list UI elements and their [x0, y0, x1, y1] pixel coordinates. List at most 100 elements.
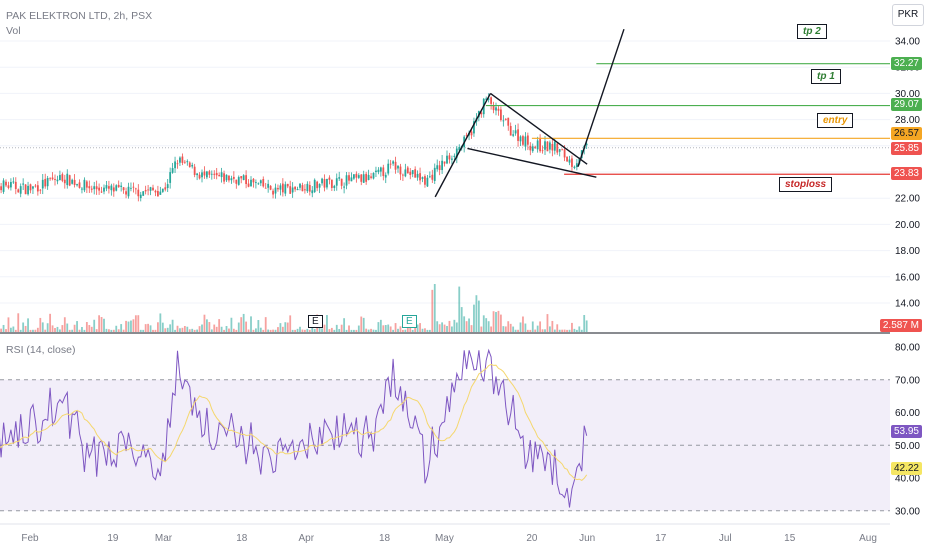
- earnings-marker[interactable]: E: [402, 315, 417, 328]
- candle-body: [36, 185, 39, 192]
- volume-bar: [556, 324, 559, 332]
- volume-bar: [433, 284, 436, 332]
- candle-body: [421, 177, 424, 179]
- volume-bar: [553, 329, 556, 332]
- time-tick-label: Feb: [21, 533, 39, 544]
- volume-bar: [284, 322, 287, 332]
- volume-bar: [44, 329, 47, 332]
- volume-bar: [63, 317, 66, 332]
- volume-bar: [519, 322, 522, 332]
- candle-body: [323, 179, 326, 188]
- candle-body: [549, 142, 551, 150]
- price-tick-label: 18.00: [895, 246, 920, 257]
- volume-bar: [154, 329, 157, 332]
- price-tick-label: 34.00: [895, 37, 920, 48]
- candle-body: [355, 173, 358, 178]
- candle-body: [93, 186, 96, 190]
- volume-bar: [85, 322, 88, 332]
- volume-bar: [188, 329, 191, 332]
- volume-bar: [301, 329, 304, 332]
- volume-bar: [566, 329, 568, 332]
- volume-bar: [367, 329, 370, 332]
- volume-bar: [179, 328, 181, 332]
- volume-bar: [504, 326, 507, 332]
- volume-bar: [441, 322, 444, 332]
- volume-bar: [169, 324, 172, 332]
- candle-body: [541, 150, 544, 152]
- volume-bar: [362, 317, 365, 332]
- stoploss-annotation[interactable]: stoploss: [779, 177, 833, 192]
- currency-button[interactable]: PKR: [892, 4, 924, 26]
- volume-bar: [470, 325, 473, 332]
- candle-body: [536, 140, 539, 150]
- volume-bar: [39, 317, 42, 332]
- candle-body: [147, 189, 150, 191]
- volume-bar: [29, 329, 32, 332]
- tp1-annotation[interactable]: tp 1: [811, 69, 841, 84]
- volume-bar: [497, 310, 500, 332]
- volume-bar: [122, 329, 125, 332]
- entry-annotation[interactable]: entry: [817, 113, 854, 128]
- volume-bar: [522, 316, 524, 332]
- candle-body: [350, 177, 353, 182]
- volume-bar: [455, 322, 458, 332]
- candle-body: [27, 185, 29, 195]
- volume-bar: [112, 329, 115, 332]
- volume-bar: [27, 318, 29, 332]
- volume-bar: [487, 321, 490, 332]
- volume-bar: [59, 329, 61, 332]
- candles: [0, 93, 588, 202]
- tp2-annotation[interactable]: tp 2: [797, 24, 827, 39]
- candle-body: [448, 155, 451, 160]
- volume-bar: [255, 328, 257, 332]
- volume-bar: [296, 328, 299, 332]
- volume-bar: [392, 329, 395, 332]
- price-tick-label: 28.00: [895, 115, 920, 126]
- candle-body: [487, 98, 490, 100]
- volume-bar: [426, 329, 429, 332]
- volume-bar: [580, 329, 583, 332]
- candle-body: [375, 170, 377, 173]
- volume-bar: [399, 326, 402, 332]
- candle-body: [575, 163, 578, 168]
- volume-bar: [365, 328, 368, 332]
- volume-bar: [225, 325, 228, 332]
- volume-bar: [100, 317, 103, 332]
- candle-body: [296, 189, 299, 191]
- candle-body: [269, 185, 272, 190]
- candle-body: [509, 125, 512, 136]
- volume-bar: [372, 329, 375, 332]
- volume-bar: [382, 325, 385, 332]
- earnings-marker[interactable]: E: [308, 315, 323, 328]
- volume-bar: [517, 329, 519, 332]
- candle-body: [215, 172, 218, 176]
- volume-bar: [502, 326, 505, 332]
- candle-body: [63, 179, 66, 184]
- volume-bar: [551, 320, 554, 332]
- candle-body: [326, 178, 328, 188]
- volume-bar: [468, 318, 470, 332]
- candle-body: [245, 175, 248, 185]
- volume-bar: [208, 322, 211, 332]
- candle-body: [152, 187, 154, 191]
- candle-body: [458, 147, 461, 151]
- candle-body: [426, 177, 429, 187]
- candle-body: [157, 191, 159, 197]
- volume-bar: [409, 324, 412, 332]
- volume-bar: [507, 321, 510, 332]
- volume-bar: [568, 329, 571, 332]
- volume-bar: [463, 316, 466, 332]
- candle-body: [451, 158, 453, 160]
- rsi-tick-label: 70.00: [895, 375, 920, 386]
- volume-bar: [198, 326, 201, 332]
- volume-bar: [10, 327, 12, 332]
- candle-body: [281, 183, 284, 193]
- candle-body: [394, 161, 397, 170]
- volume-bar: [313, 329, 316, 332]
- volume-bar: [377, 322, 380, 332]
- candle-body: [73, 179, 76, 185]
- volume-bar: [223, 329, 225, 332]
- candle-body: [406, 167, 409, 174]
- candle-body: [291, 187, 294, 193]
